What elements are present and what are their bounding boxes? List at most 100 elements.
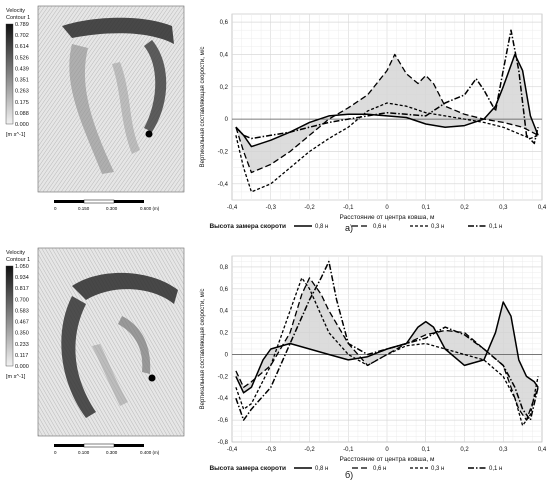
scale-label: 0.100 bbox=[78, 450, 90, 455]
legend: Высота замера скороти 0,8 н 0,6 н 0,3 н 0,1 … bbox=[209, 223, 502, 230]
legend-entry: 0,3 н bbox=[431, 466, 444, 472]
x-tick-label: -0,3 bbox=[266, 205, 277, 211]
legend-level-label: 0.700 bbox=[15, 297, 29, 303]
legend-level-label: 0.000 bbox=[15, 364, 29, 370]
legend-level-label: 0.467 bbox=[15, 320, 29, 326]
y-ticks: 0,8 0,6 0,4 0,2 0 -0,2 -0,4 -0,6 -0,8 bbox=[218, 265, 229, 446]
legend-level-label: 1.050 bbox=[15, 264, 29, 270]
legend-level-label: 0.351 bbox=[15, 78, 29, 84]
x-axis-label: Расстояние от центра ковша, м bbox=[340, 214, 435, 221]
velocity-chart-b: -0,4 -0,3 -0,2 -0,1 0 0,1 0,2 0,3 0,40,80,60,40,… bbox=[200, 255, 547, 472]
y-tick-label: -0,6 bbox=[218, 418, 229, 424]
panel-b: Velocity Contour 1 1.050 0.934 0.817 0.700 0… bbox=[0, 242, 558, 488]
x-ticks: -0,4 -0,3 -0,2 -0,1 0 0,1 0,2 0,3 0,4 bbox=[227, 205, 547, 211]
legend-level-label: 0.934 bbox=[15, 275, 29, 281]
x-tick-label: 0,4 bbox=[538, 205, 547, 211]
legend-title: Velocity bbox=[6, 250, 25, 256]
legend-level-label: 0.702 bbox=[15, 33, 29, 39]
series-line bbox=[235, 53, 539, 174]
legend: Высота замера скороти 0,8 н 0,6 н 0,3 н 0,1 … bbox=[209, 465, 502, 472]
y-tick-label: 0 bbox=[225, 117, 229, 123]
legend-level-label: 0.233 bbox=[15, 342, 29, 348]
x-axis-label: Расстояние от центра ковша, м bbox=[340, 456, 435, 463]
scale-bar: 0 0.150 0.300 0.600 (m) bbox=[54, 199, 160, 211]
legend-level-label: 0.263 bbox=[15, 89, 29, 95]
legend-title: Высота замера скороти bbox=[209, 465, 286, 472]
y-tick-label: 0,2 bbox=[220, 85, 229, 91]
series-line bbox=[235, 301, 539, 394]
y-tick-label: 0,4 bbox=[220, 52, 229, 58]
legend-entry: 0,8 н bbox=[315, 224, 328, 230]
x-ticks: -0,4 -0,3 -0,2 -0,1 0 0,1 0,2 0,3 0,4 bbox=[227, 447, 547, 453]
series-line bbox=[235, 29, 539, 145]
y-tick-label: -0,4 bbox=[218, 396, 229, 402]
series-line bbox=[235, 277, 539, 427]
y-tick-label: 0,4 bbox=[220, 309, 229, 315]
scale-label: 0.150 bbox=[78, 206, 90, 211]
x-tick-label: 0 bbox=[385, 205, 389, 211]
legend-unit: [m s^-1] bbox=[6, 374, 26, 380]
legend-level-label: 0.350 bbox=[15, 331, 29, 337]
velocity-chart-a: -0,4 -0,3 -0,2 -0,1 0 0,1 0,2 0,3 0,40,60,40,20-… bbox=[200, 13, 547, 230]
panel-a: Velocity Contour 1 0.789 0.702 0.614 0.526 0… bbox=[0, 0, 558, 240]
legend-title: Velocity bbox=[6, 8, 25, 14]
legend-subtitle: Contour 1 bbox=[6, 15, 30, 21]
legend-levels: 1.050 0.934 0.817 0.700 0.583 0.467 0.350 0.233… bbox=[15, 264, 29, 370]
x-tick-label: 0,2 bbox=[460, 447, 469, 453]
x-tick-label: -0,1 bbox=[343, 205, 354, 211]
legend-level-label: 0.175 bbox=[15, 100, 29, 106]
shaded-region bbox=[235, 279, 539, 419]
panel-caption: б) bbox=[345, 470, 354, 480]
legend-entry: 0,6 н bbox=[373, 466, 386, 472]
x-tick-label: 0,2 bbox=[460, 205, 469, 211]
y-tick-label: 0,2 bbox=[220, 331, 229, 337]
scale-label: 0.300 bbox=[106, 206, 118, 211]
legend-entry: 0,1 н bbox=[489, 224, 502, 230]
y-tick-label: 0 bbox=[225, 352, 229, 358]
series-line bbox=[235, 260, 539, 421]
y-tick-label: -0,2 bbox=[218, 149, 229, 155]
legend-level-label: 0.614 bbox=[15, 44, 29, 50]
legend-level-label: 0.117 bbox=[15, 353, 28, 359]
legend-level-label: 0.000 bbox=[15, 122, 29, 128]
x-tick-label: -0,4 bbox=[227, 205, 238, 211]
x-tick-label: 0,3 bbox=[499, 205, 508, 211]
legend-title: Высота замера скороти bbox=[209, 223, 286, 230]
grid bbox=[231, 255, 543, 443]
legend-level-label: 0.817 bbox=[15, 286, 29, 292]
y-tick-label: 0,6 bbox=[220, 20, 229, 26]
legend-level-label: 0.583 bbox=[15, 308, 29, 314]
legend-entry: 0,3 н bbox=[431, 224, 444, 230]
legend-entry: 0,1 н bbox=[489, 466, 502, 472]
series-line bbox=[235, 102, 539, 193]
legend-level-label: 0.526 bbox=[15, 55, 29, 61]
x-tick-label: -0,2 bbox=[304, 205, 315, 211]
velocity-contour-plot: Velocity Contour 1 0.789 0.702 0.614 0.526 0… bbox=[5, 5, 185, 211]
legend-subtitle: Contour 1 bbox=[6, 257, 30, 263]
legend-entry: 0,6 н bbox=[373, 224, 386, 230]
x-tick-label: 0,3 bbox=[499, 447, 508, 453]
scale-label: 0.600 (m) bbox=[140, 206, 160, 211]
x-tick-label: 0,1 bbox=[422, 447, 431, 453]
legend-level-label: 0.088 bbox=[15, 111, 29, 117]
legend-levels: 0.789 0.702 0.614 0.526 0.439 0.351 0.263 0.175… bbox=[15, 22, 29, 128]
y-tick-label: 0,8 bbox=[220, 265, 229, 271]
y-tick-label: 0,6 bbox=[220, 287, 229, 293]
y-tick-label: -0,4 bbox=[218, 182, 229, 188]
x-tick-label: -0,3 bbox=[266, 447, 277, 453]
panel-caption: а) bbox=[345, 223, 354, 233]
scale-bar: 0 0.100 0.300 0.400 (m) bbox=[54, 443, 160, 455]
legend-entry: 0,8 н bbox=[315, 466, 328, 472]
y-axis-label: Вертикальная составляющая скорости, м/с bbox=[200, 289, 206, 410]
x-tick-label: 0,1 bbox=[422, 205, 431, 211]
scale-label: 0 bbox=[54, 450, 57, 455]
scale-label: 0.300 bbox=[106, 450, 118, 455]
x-tick-label: 0,4 bbox=[538, 447, 547, 453]
scale-label: 0 bbox=[54, 206, 57, 211]
scale-label: 0.400 (m) bbox=[140, 450, 160, 455]
legend-level-label: 0.789 bbox=[15, 22, 29, 28]
legend-unit: [m s^-1] bbox=[6, 132, 26, 138]
y-ticks: 0,6 0,4 0,2 0 -0,2 -0,4 bbox=[218, 20, 229, 188]
x-tick-label: -0,1 bbox=[343, 447, 354, 453]
x-tick-label: -0,4 bbox=[227, 447, 238, 453]
